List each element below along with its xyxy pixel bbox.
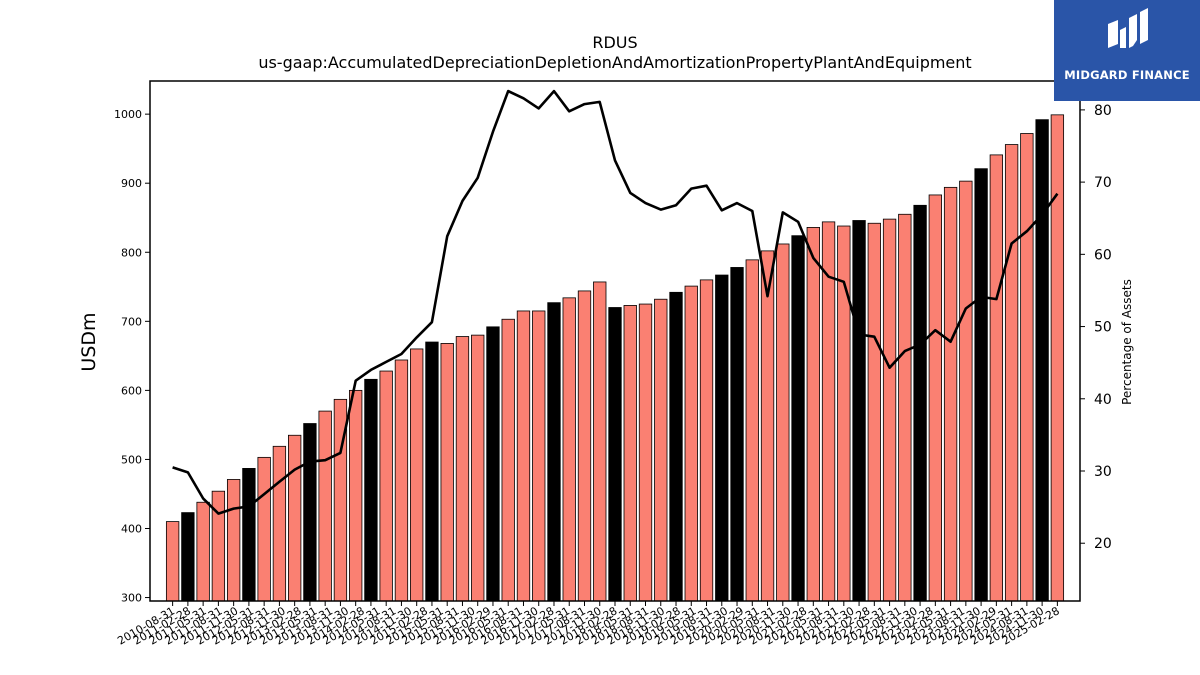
bar (608, 307, 622, 602)
y-tick-label: 500 (121, 453, 142, 466)
bar (272, 445, 287, 602)
bar (791, 235, 805, 602)
y-axis-left: 300 400 500 600 700 800 900 1000 (114, 108, 150, 605)
chart-subtitle: us-gaap:AccumulatedDepreciationDepletion… (258, 53, 971, 72)
bar-series (165, 114, 1065, 602)
y-tick-label: 900 (121, 177, 142, 190)
bar (867, 222, 881, 602)
y2-tick-label: 30 (1094, 464, 1112, 480)
bar (669, 291, 683, 602)
y-axis-right: 20 30 40 50 60 70 80 (1080, 103, 1112, 552)
logo-text: MIDGARD FINANCE (1064, 68, 1190, 82)
bar (806, 227, 820, 602)
bar (654, 298, 668, 602)
bar (471, 334, 485, 602)
y2-tick-label: 60 (1094, 247, 1112, 263)
bar (196, 501, 210, 602)
y-axis-label: USDm (78, 312, 100, 371)
bar (852, 220, 866, 602)
bar (760, 250, 775, 602)
y-tick-label: 1000 (114, 108, 142, 121)
y2-tick-label: 20 (1094, 536, 1112, 552)
bar (288, 434, 302, 602)
bar (501, 318, 515, 602)
bar (913, 204, 927, 602)
y2-tick-label: 80 (1094, 103, 1112, 119)
bar (577, 290, 592, 602)
bar (547, 302, 561, 602)
midgard-logo-mark (1108, 8, 1148, 48)
bar (303, 423, 317, 602)
bar (776, 243, 790, 602)
y2-tick-label: 40 (1094, 392, 1112, 408)
midgard-logo: MIDGARD FINANCE (1054, 0, 1200, 101)
bar (455, 336, 470, 602)
bar (242, 468, 256, 602)
bar (425, 341, 439, 602)
bar (318, 410, 332, 602)
bar (699, 279, 714, 602)
bar (882, 218, 897, 602)
y-tick-label: 400 (121, 522, 142, 535)
percentage-line (172, 89, 1059, 515)
bar (1035, 119, 1049, 602)
bar (226, 479, 241, 602)
y-tick-label: 700 (121, 315, 142, 328)
y-tick-label: 300 (121, 592, 142, 605)
bar (349, 389, 363, 602)
bar (532, 310, 546, 602)
y2-axis-label: Percentage of Assets (1120, 279, 1134, 405)
bar (715, 274, 729, 602)
bar (745, 259, 759, 602)
bar (1050, 114, 1065, 602)
bar (593, 281, 607, 602)
y-tick-label: 800 (121, 246, 142, 259)
bar (730, 267, 744, 602)
bar (1004, 144, 1019, 602)
bar (410, 348, 424, 602)
bar (974, 168, 988, 602)
bar (516, 310, 531, 602)
bar (943, 186, 958, 602)
bar (959, 180, 973, 602)
bar (989, 154, 1004, 602)
bar (165, 521, 180, 602)
bar (898, 213, 912, 602)
bar (684, 285, 698, 602)
x-axis: 2010-08-312011-02-282011-05-312011-08-31… (115, 601, 1062, 648)
y2-tick-label: 70 (1094, 175, 1112, 191)
chart-title: RDUS (592, 33, 637, 52)
bar (181, 512, 195, 602)
y2-tick-label: 50 (1094, 320, 1112, 336)
bar (623, 305, 637, 602)
y-tick-label: 600 (121, 384, 142, 397)
bar (364, 378, 378, 602)
bar (562, 297, 576, 602)
bar (486, 326, 500, 602)
bar (257, 456, 271, 602)
bar (440, 343, 454, 602)
bar (638, 303, 653, 602)
bar (928, 194, 942, 602)
bar (394, 359, 409, 602)
bar (379, 370, 393, 602)
bar (1020, 133, 1034, 602)
line-series (172, 89, 1059, 515)
